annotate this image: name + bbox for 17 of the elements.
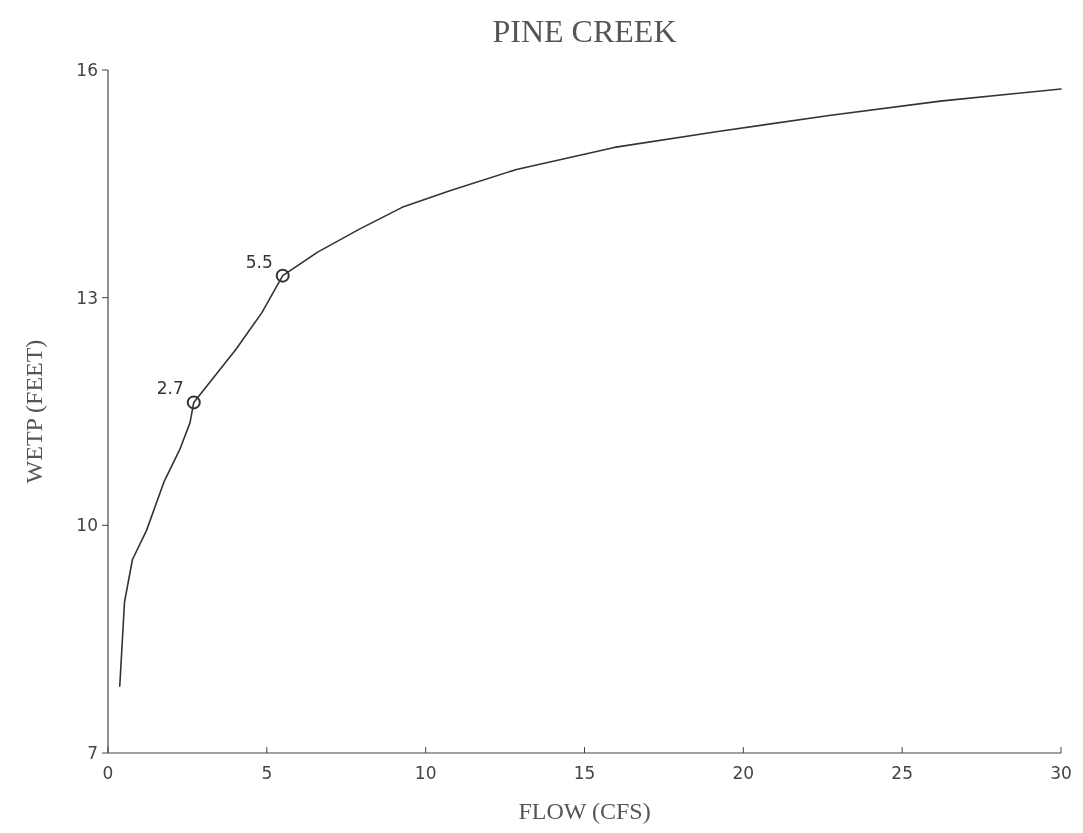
y-tick-label: 7 [87,742,98,763]
annotation: 2.7 [156,378,184,399]
annotation: 5.5 [245,251,273,272]
x-tick-label: 5 [261,763,273,783]
y-tick-label: 16 [76,59,98,80]
y-tick-label: 13 [76,287,98,308]
line-series [118,88,1062,688]
x-tick-label: 15 [573,763,596,783]
x-tick-label: 30 [1050,763,1072,783]
chart-title: PINE CREEK [492,13,677,49]
x-tick-label: 25 [891,763,913,783]
y-tick-label: 10 [76,515,98,536]
x-tick-label: 20 [732,763,755,783]
x-tick-label: 10 [414,763,437,783]
y-axis-title: WETP (FEET) [21,339,47,484]
x-axis-title: FLOW (CFS) [518,798,651,824]
x-tick-label: 0 [102,763,114,783]
